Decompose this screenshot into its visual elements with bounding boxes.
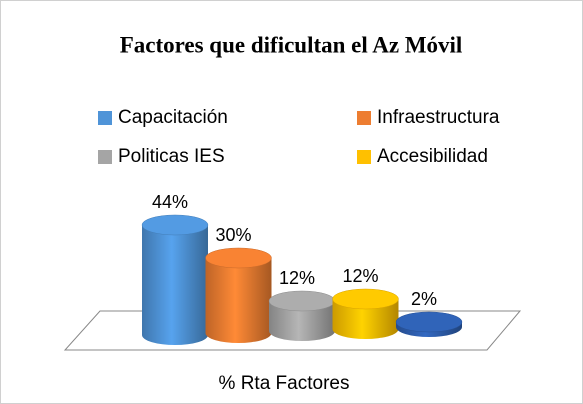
cylinder-top (141, 214, 209, 236)
cylinder-body (205, 258, 272, 343)
cylinder-body (269, 301, 335, 341)
value-label: 12% (279, 268, 315, 288)
value-label: 12% (342, 266, 378, 286)
x-axis-label: % Rta Factores (219, 373, 350, 394)
cylinder-body (332, 299, 399, 339)
cylinder-body (142, 225, 208, 345)
value-label: 2% (411, 289, 437, 309)
legend-label: Capacitación (118, 107, 228, 128)
legend-swatch (98, 111, 112, 125)
chart-title: Factores que dificultan el Az Móvil (120, 32, 463, 57)
cylinder-top (268, 290, 336, 312)
legend-swatch (357, 111, 371, 125)
cylinder-top (395, 311, 463, 333)
legend-label: Accesibilidad (377, 146, 488, 167)
cylinder-top (205, 247, 272, 269)
value-label: 44% (152, 192, 188, 212)
legend-swatch (98, 150, 112, 164)
legend-swatch (357, 150, 371, 164)
legend-label: Politicas IES (118, 146, 225, 167)
value-label: 30% (215, 225, 251, 245)
legend-label: Infraestructura (377, 107, 500, 128)
cylinder-top (332, 288, 399, 310)
